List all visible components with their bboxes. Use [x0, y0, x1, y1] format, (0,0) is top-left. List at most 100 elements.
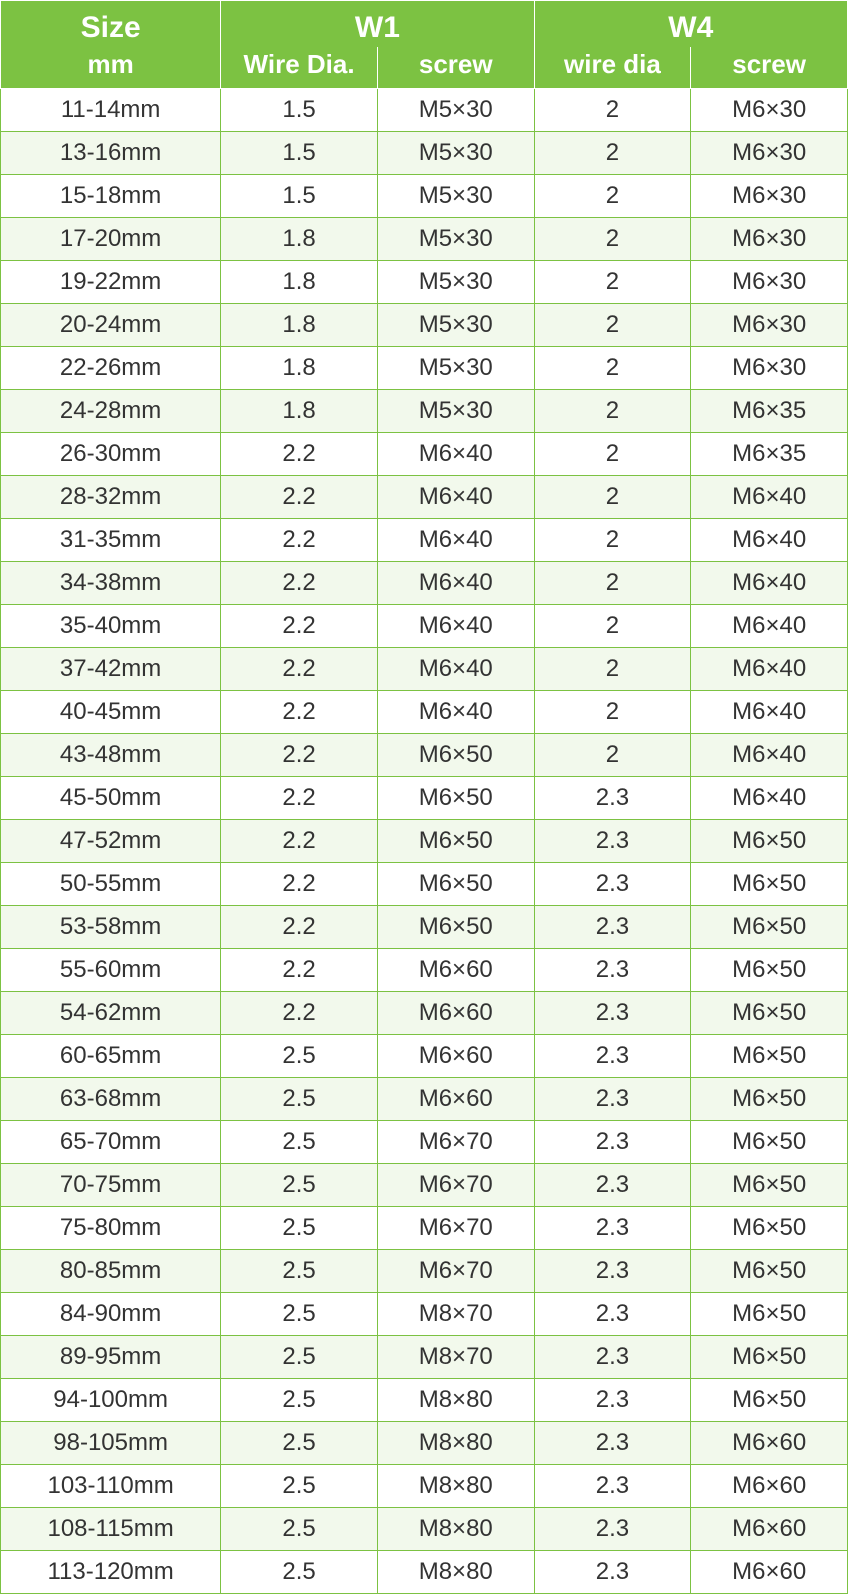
- cell-w1_wire: 2.5: [221, 1465, 378, 1508]
- cell-size: 45-50mm: [1, 777, 221, 820]
- cell-w4_wire: 2.3: [534, 1250, 691, 1293]
- table-row: 94-100mm2.5M8×802.3M6×50: [1, 1379, 848, 1422]
- cell-w1_wire: 1.5: [221, 175, 378, 218]
- cell-w1_wire: 1.5: [221, 132, 378, 175]
- cell-w1_wire: 1.8: [221, 347, 378, 390]
- cell-w1_screw: M6×50: [377, 777, 534, 820]
- cell-w1_wire: 2.5: [221, 1293, 378, 1336]
- cell-w4_wire: 2.3: [534, 777, 691, 820]
- cell-size: 47-52mm: [1, 820, 221, 863]
- header-size-sub: mm: [1, 47, 221, 89]
- cell-size: 84-90mm: [1, 1293, 221, 1336]
- table-row: 35-40mm2.2M6×402M6×40: [1, 605, 848, 648]
- cell-w1_wire: 2.2: [221, 906, 378, 949]
- cell-w4_wire: 2.3: [534, 863, 691, 906]
- cell-w4_wire: 2: [534, 89, 691, 132]
- cell-w1_screw: M8×80: [377, 1465, 534, 1508]
- cell-w4_wire: 2: [534, 261, 691, 304]
- cell-w1_wire: 2.2: [221, 691, 378, 734]
- cell-w4_wire: 2.3: [534, 1121, 691, 1164]
- table-row: 17-20mm1.8M5×302M6×30: [1, 218, 848, 261]
- cell-w1_wire: 2.2: [221, 820, 378, 863]
- table-body: 11-14mm1.5M5×302M6×3013-16mm1.5M5×302M6×…: [1, 89, 848, 1594]
- cell-w1_screw: M6×50: [377, 906, 534, 949]
- cell-w1_wire: 1.8: [221, 304, 378, 347]
- cell-size: 60-65mm: [1, 1035, 221, 1078]
- cell-size: 35-40mm: [1, 605, 221, 648]
- cell-w1_screw: M5×30: [377, 218, 534, 261]
- cell-w4_wire: 2: [534, 218, 691, 261]
- cell-w4_wire: 2: [534, 562, 691, 605]
- cell-w1_wire: 2.5: [221, 1207, 378, 1250]
- cell-size: 28-32mm: [1, 476, 221, 519]
- cell-w4_screw: M6×60: [691, 1551, 848, 1594]
- cell-w1_screw: M6×70: [377, 1164, 534, 1207]
- cell-w1_wire: 2.2: [221, 433, 378, 476]
- header-size-top: Size: [1, 1, 221, 48]
- cell-size: 24-28mm: [1, 390, 221, 433]
- table-row: 40-45mm2.2M6×402M6×40: [1, 691, 848, 734]
- cell-size: 13-16mm: [1, 132, 221, 175]
- cell-w1_screw: M6×40: [377, 476, 534, 519]
- cell-size: 22-26mm: [1, 347, 221, 390]
- table-row: 37-42mm2.2M6×402M6×40: [1, 648, 848, 691]
- cell-w4_screw: M6×50: [691, 1250, 848, 1293]
- cell-size: 103-110mm: [1, 1465, 221, 1508]
- table-row: 26-30mm2.2M6×402M6×35: [1, 433, 848, 476]
- cell-w4_screw: M6×30: [691, 347, 848, 390]
- cell-w1_screw: M6×40: [377, 605, 534, 648]
- cell-w4_screw: M6×40: [691, 734, 848, 777]
- cell-w4_screw: M6×50: [691, 1035, 848, 1078]
- cell-size: 50-55mm: [1, 863, 221, 906]
- header-w1-wire: Wire Dia.: [221, 47, 378, 89]
- cell-w4_wire: 2: [534, 132, 691, 175]
- table-row: 60-65mm2.5M6×602.3M6×50: [1, 1035, 848, 1078]
- cell-w4_screw: M6×40: [691, 476, 848, 519]
- table-row: 15-18mm1.5M5×302M6×30: [1, 175, 848, 218]
- table-row: 55-60mm2.2M6×602.3M6×50: [1, 949, 848, 992]
- cell-w4_screw: M6×35: [691, 390, 848, 433]
- table-row: 75-80mm2.5M6×702.3M6×50: [1, 1207, 848, 1250]
- cell-w4_wire: 2: [534, 648, 691, 691]
- cell-w4_screw: M6×60: [691, 1508, 848, 1551]
- cell-w1_wire: 2.5: [221, 1336, 378, 1379]
- cell-w1_screw: M6×60: [377, 992, 534, 1035]
- cell-w4_wire: 2: [534, 433, 691, 476]
- cell-w1_wire: 2.5: [221, 1250, 378, 1293]
- cell-w4_screw: M6×30: [691, 261, 848, 304]
- cell-size: 70-75mm: [1, 1164, 221, 1207]
- cell-w4_wire: 2.3: [534, 820, 691, 863]
- cell-w1_screw: M6×50: [377, 734, 534, 777]
- cell-w1_screw: M8×80: [377, 1508, 534, 1551]
- cell-w4_wire: 2.3: [534, 1035, 691, 1078]
- cell-w1_wire: 2.2: [221, 605, 378, 648]
- cell-w4_screw: M6×60: [691, 1422, 848, 1465]
- cell-w1_screw: M6×50: [377, 863, 534, 906]
- cell-w1_screw: M5×30: [377, 89, 534, 132]
- table-row: 31-35mm2.2M6×402M6×40: [1, 519, 848, 562]
- cell-w4_wire: 2.3: [534, 1336, 691, 1379]
- cell-w4_wire: 2: [534, 347, 691, 390]
- cell-w4_wire: 2.3: [534, 1551, 691, 1594]
- cell-w1_screw: M6×40: [377, 691, 534, 734]
- cell-w4_screw: M6×50: [691, 1293, 848, 1336]
- cell-w4_screw: M6×50: [691, 1207, 848, 1250]
- cell-w1_screw: M5×30: [377, 175, 534, 218]
- cell-size: 37-42mm: [1, 648, 221, 691]
- cell-w4_screw: M6×60: [691, 1465, 848, 1508]
- header-w1: W1: [221, 1, 534, 48]
- cell-w4_wire: 2: [534, 175, 691, 218]
- cell-w1_screw: M8×70: [377, 1293, 534, 1336]
- cell-size: 113-120mm: [1, 1551, 221, 1594]
- cell-w4_screw: M6×50: [691, 906, 848, 949]
- cell-size: 65-70mm: [1, 1121, 221, 1164]
- cell-w4_screw: M6×50: [691, 1336, 848, 1379]
- cell-w1_screw: M6×40: [377, 648, 534, 691]
- cell-size: 20-24mm: [1, 304, 221, 347]
- table-row: 65-70mm2.5M6×702.3M6×50: [1, 1121, 848, 1164]
- cell-w1_wire: 2.2: [221, 777, 378, 820]
- cell-w1_screw: M5×30: [377, 304, 534, 347]
- cell-w1_screw: M5×30: [377, 132, 534, 175]
- cell-w1_wire: 2.5: [221, 1164, 378, 1207]
- cell-size: 75-80mm: [1, 1207, 221, 1250]
